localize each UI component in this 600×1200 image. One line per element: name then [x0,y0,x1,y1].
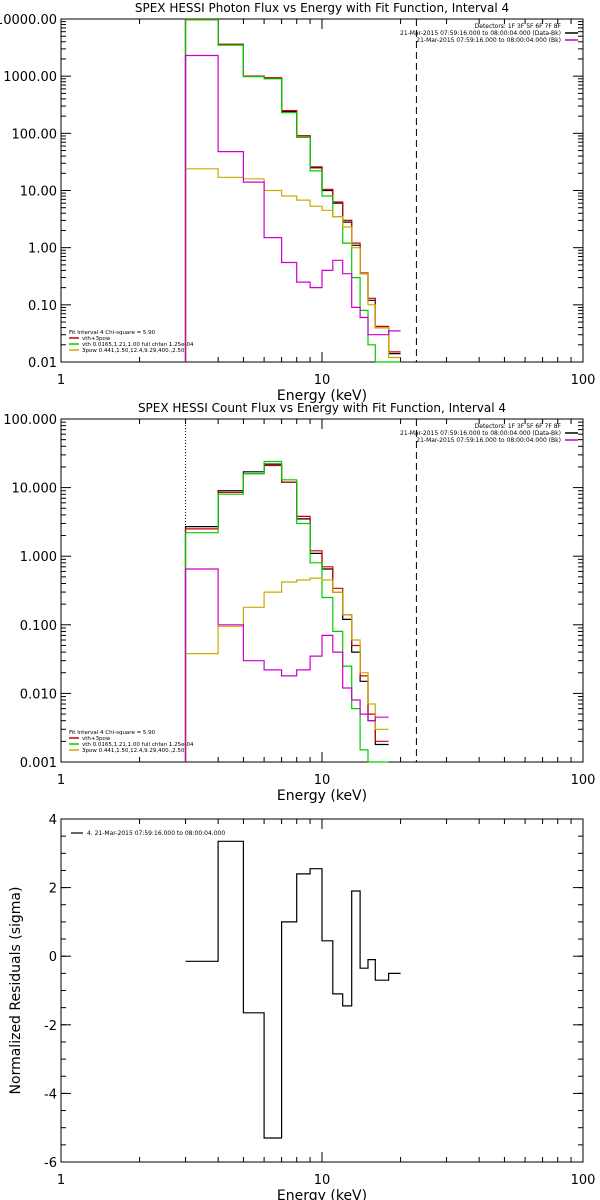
y-tick-label: 1.000 [20,550,57,565]
count-flux-panel: SPEX HESSI Count Flux vs Energy with Fit… [3,401,595,804]
y-tick-label: 0.001 [20,756,57,771]
x-tick-label: 100 [571,1173,596,1188]
y-tick-label: 10.000 [12,482,58,497]
y-tick-label: 0.010 [20,687,57,702]
y-tick-label: 10000.00 [0,13,57,28]
x-tick-label: 10 [314,773,331,788]
residuals-series-0 [185,840,401,1139]
residual-legend-label: 4. 21-Mar-2015 07:59:16.000 to 08:00:04.… [87,830,225,837]
count-flux-x-axis-label: Energy (keV) [277,788,367,804]
header-line: 21-Mar-2015 07:59:16.000 to 08:00:04.000… [416,37,561,44]
y-tick-label: 4 [49,813,57,828]
x-tick-label: 1 [57,373,65,388]
y-tick-label: -6 [44,1156,57,1171]
x-tick-label: 100 [571,373,596,388]
y-tick-label: 100.00 [12,127,58,142]
x-tick-label: 10 [314,373,331,388]
y-tick-label: 10.00 [20,185,57,200]
count-flux-title: SPEX HESSI Count Flux vs Energy with Fit… [138,401,506,415]
y-tick-label: 1.00 [28,242,57,257]
y-tick-label: 1000.00 [3,70,57,85]
residuals-panel: 1 10 100 -6 -4 -2 0 2 4 Energy (keV) Normalized Re… [8,813,595,1200]
count-flux-series-3 [184,577,389,762]
info-legend-line: vth+3pow [82,736,111,742]
residuals-x-axis-label: Energy (keV) [277,1188,367,1200]
y-tick-label: 0.100 [20,619,57,634]
photon-flux-series-4 [184,54,401,362]
photon-flux-series-2 [184,19,401,363]
y-tick-label: 2 [49,882,57,897]
header-line: Detectors: 1F 3F 5F 6F 7F 8F [475,423,562,430]
y-tick-label: 100.000 [3,413,57,428]
info-legend-line: vth 0.0165,1.21,1.00 full chfan 1.25e-04 [82,742,194,748]
count-flux-series-2 [184,460,389,763]
info-legend-line: vth+3pow [82,336,111,342]
count-flux-series-1 [184,464,389,762]
photon-flux-x-axis-label: Energy (keV) [277,388,367,404]
photon-flux-panel: SPEX HESSI Photon Flux vs Energy with Fi… [0,1,595,404]
x-tick-label: 10 [314,1173,331,1188]
x-tick-label: 100 [571,773,596,788]
count-flux-series-0 [184,463,389,762]
header-line: 21-Mar-2015 07:59:16.000 to 08:00:04.000… [416,437,561,444]
residuals-y-axis-label: Normalized Residuals (sigma) [8,887,24,1095]
header-line: 21-Mar-2015 07:59:16.000 to 08:00:04.000… [400,30,561,37]
y-tick-label: 0.01 [28,356,57,371]
info-legend-line: 3pow 0.441,1.50,12.4,9.29,400.,2.50 [82,748,185,754]
info-legend-line: 3pow 0.441,1.50,12.4,9.29,400.,2.50 [82,348,185,354]
info-legend-line: Fit Interval 4 Chi-square = 5.90 [69,330,156,336]
y-tick-label: -2 [44,1019,57,1034]
y-tick-label: 0 [49,950,57,965]
x-tick-label: 1 [57,773,65,788]
info-legend-line: Fit Interval 4 Chi-square = 5.90 [69,730,156,736]
y-tick-label: 0.10 [28,299,57,314]
header-line: 21-Mar-2015 07:59:16.000 to 08:00:04.000… [400,430,561,437]
info-legend-line: vth 0.0165,1.21,1.00 full chfan 1.25e-04 [82,342,194,348]
count-flux-series-4 [184,568,389,762]
photon-flux-title: SPEX HESSI Photon Flux vs Energy with Fi… [135,1,509,15]
y-tick-label: -4 [44,1087,57,1102]
x-tick-label: 1 [57,1173,65,1188]
header-line: Detectors: 1F 3F 5F 6F 7F 8F [475,23,562,30]
